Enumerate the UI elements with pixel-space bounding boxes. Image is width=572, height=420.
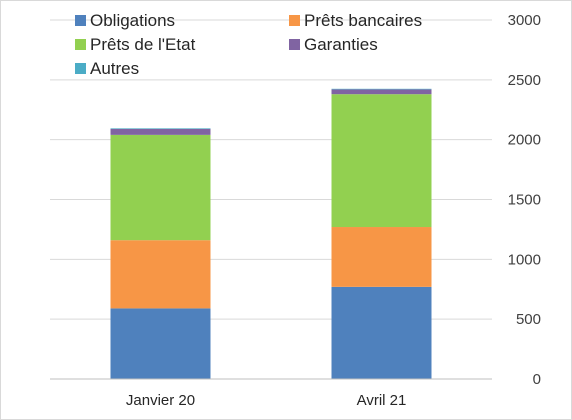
legend-swatch [75, 63, 86, 74]
legend-swatch [75, 39, 86, 50]
legend-swatch [289, 15, 300, 26]
bar-pr-ts-bancaires-1 [331, 227, 432, 287]
bar-autres-1 [331, 88, 432, 90]
y-tick-label: 2500 [508, 72, 541, 89]
x-tick-label: Janvier 20 [126, 392, 195, 409]
y-tick-label: 500 [516, 311, 541, 328]
legend-label: Garanties [304, 35, 378, 54]
bar-obligations-1 [331, 286, 432, 379]
y-tick-label: 1000 [508, 251, 541, 268]
bar-autres-0 [110, 128, 211, 129]
legend-swatch [75, 15, 86, 26]
y-tick-label: 1500 [508, 192, 541, 209]
bar-garanties-1 [331, 89, 432, 95]
legend-label: Prêts de l'Etat [90, 35, 196, 54]
x-tick-label: Avril 21 [357, 392, 407, 409]
y-tick-label: 3000 [508, 12, 541, 29]
bar-garanties-0 [110, 128, 211, 135]
legend-label: Obligations [90, 11, 175, 30]
y-tick-label: 2000 [508, 132, 541, 149]
bar-obligations-0 [110, 308, 211, 379]
bar-pr-ts-bancaires-0 [110, 240, 211, 309]
legend: Obligations Prêts bancaires Prêts de l'Eta… [75, 11, 422, 78]
y-tick-label: 0 [533, 371, 541, 388]
legend-label: Prêts bancaires [304, 11, 422, 30]
bar-pr-ts-de-l-etat-1 [331, 94, 432, 228]
x-axis-labels: Janvier 20 Avril 21 [126, 392, 406, 409]
y-axis-ticks: 0 500 1000 1500 2000 2500 3000 [508, 12, 541, 388]
bar-pr-ts-de-l-etat-0 [110, 134, 211, 241]
legend-swatch [289, 39, 300, 50]
bars [110, 88, 432, 379]
legend-label: Autres [90, 59, 139, 78]
